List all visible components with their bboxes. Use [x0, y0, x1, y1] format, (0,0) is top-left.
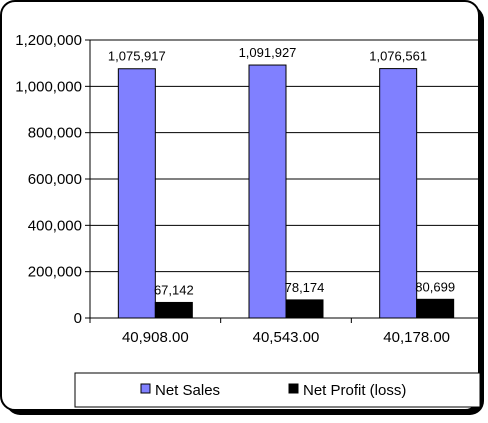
data-label-net-profit: 78,174 [285, 280, 325, 295]
bar-net-profit [416, 298, 455, 319]
bars [117, 64, 455, 319]
data-labels: 1,075,917 67,142 1,091,927 78,174 1,076,561 8… [108, 45, 455, 297]
legend-label-net-profit: Net Profit (loss) [303, 382, 406, 399]
x-tick-label: 40,908.00 [122, 329, 189, 346]
legend-label-net-sales: Net Sales [155, 382, 220, 399]
y-tick-labels: 0 200,000 400,000 600,000 800,000 1,000,000 1,… [15, 32, 82, 327]
y-tick-label: 200,000 [28, 264, 82, 281]
data-label-net-sales: 1,091,927 [239, 45, 297, 60]
y-tick-label: 1,000,000 [15, 78, 82, 95]
bar-net-sales [379, 68, 418, 319]
bar-net-profit [154, 301, 193, 319]
axes [85, 39, 483, 323]
y-tick-label: 400,000 [28, 217, 82, 234]
y-tick-label: 600,000 [28, 171, 82, 188]
bar-net-profit [285, 299, 324, 319]
data-label-net-profit: 67,142 [154, 282, 194, 297]
x-tick-labels: 40,908.00 40,543.00 40,178.00 [122, 329, 450, 346]
y-tick-label: 800,000 [28, 125, 82, 142]
legend-swatch-net-profit [288, 383, 299, 394]
bar-net-sales [117, 68, 156, 319]
legend-swatch-net-sales [140, 383, 151, 394]
y-tick-label: 0 [74, 310, 82, 327]
legend: Net Sales Net Profit (loss) [74, 372, 481, 408]
data-label-net-sales: 1,075,917 [108, 49, 166, 64]
bar-net-sales [248, 64, 287, 319]
x-tick-label: 40,543.00 [253, 329, 320, 346]
x-tick-label: 40,178.00 [383, 329, 450, 346]
legend-box [74, 372, 481, 408]
data-label-net-sales: 1,076,561 [369, 49, 427, 64]
y-tick-label: 1,200,000 [15, 32, 82, 49]
data-label-net-profit: 80,699 [415, 279, 455, 294]
